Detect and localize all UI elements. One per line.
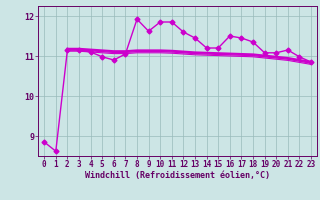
X-axis label: Windchill (Refroidissement éolien,°C): Windchill (Refroidissement éolien,°C) (85, 171, 270, 180)
